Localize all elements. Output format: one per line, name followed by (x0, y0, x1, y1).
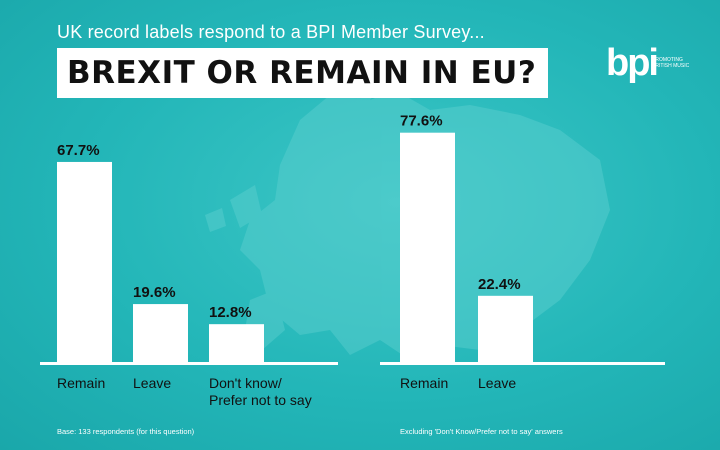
logo-tagline: PROMOTING BRITISH MUSIC (652, 57, 690, 69)
category-label: Remain (57, 375, 105, 391)
page-title: BREXIT OR REMAIN IN EU? (67, 55, 537, 91)
title-box: BREXIT OR REMAIN IN EU? (57, 48, 549, 98)
category-label: Remain (400, 375, 448, 391)
value-label: 22.4% (478, 276, 521, 293)
bar-leave (478, 295, 533, 362)
footnote-right: Excluding 'Don't Know/Prefer not to say'… (400, 427, 563, 436)
category-label: Leave (478, 375, 516, 391)
baseline (380, 362, 665, 365)
value-label: 19.6% (133, 284, 176, 301)
bar-leave (133, 304, 188, 362)
footnote-left: Base: 133 respondents (for this question… (57, 427, 195, 436)
value-label: 12.8% (209, 304, 252, 321)
category-label: Leave (133, 375, 171, 391)
baseline (40, 362, 338, 365)
bar-don (209, 324, 264, 362)
bar-remain (400, 132, 455, 362)
value-label: 77.6% (400, 113, 443, 130)
bpi-logo: bpi PROMOTING BRITISH MUSIC (606, 42, 696, 88)
category-label: Don't know/ (209, 375, 282, 391)
value-label: 67.7% (57, 142, 100, 159)
logo-mark: bpi (606, 42, 659, 84)
category-label: Prefer not to say (209, 392, 312, 408)
bar-remain (57, 161, 112, 362)
subtitle: UK record labels respond to a BPI Member… (57, 22, 485, 42)
